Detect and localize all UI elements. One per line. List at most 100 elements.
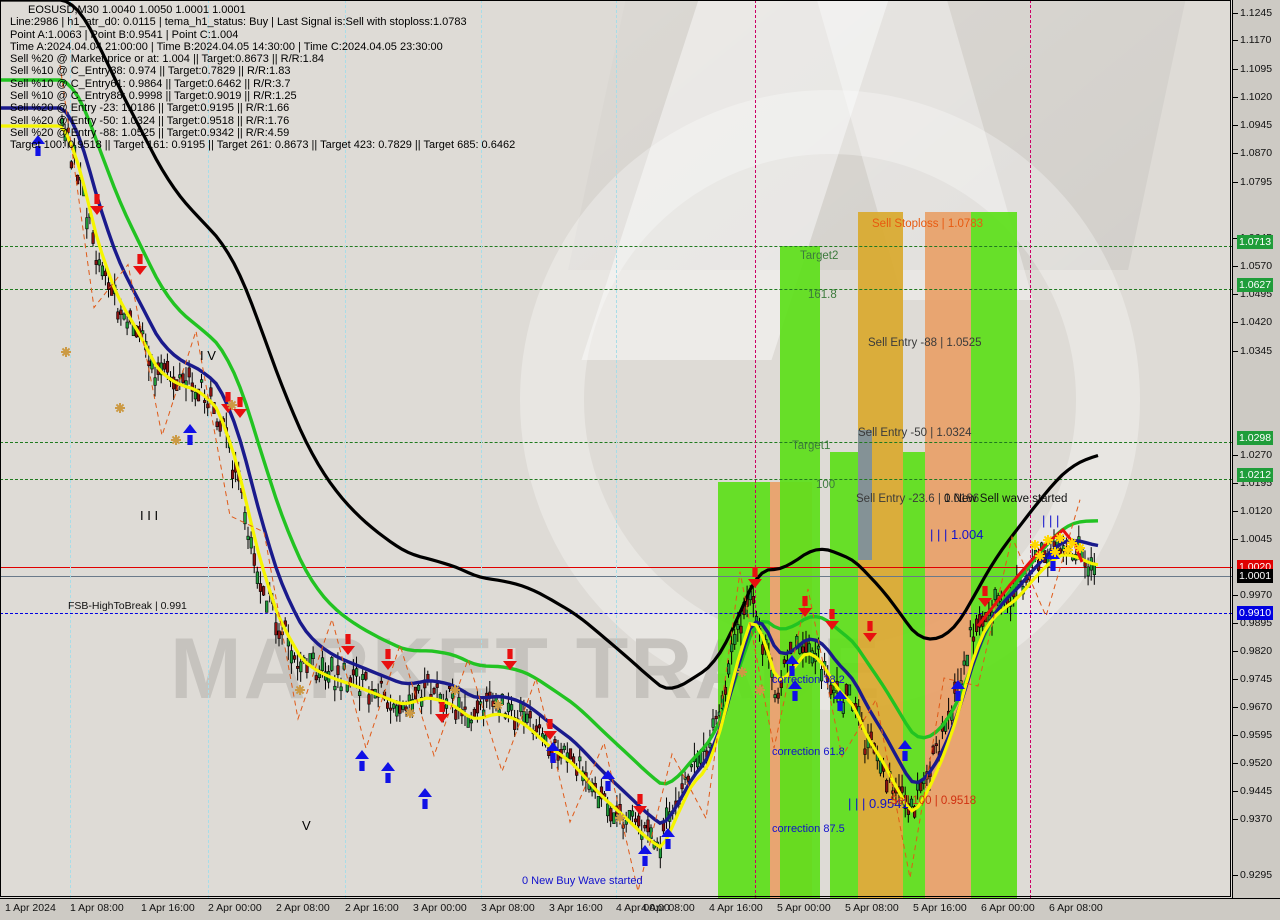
sell-entry-88-label: Sell Entry -88 | 1.0525 bbox=[868, 337, 982, 349]
time-tick-label: 2 Apr 16:00 bbox=[345, 902, 399, 914]
fractal-star-6 bbox=[450, 685, 460, 695]
price-marker-1.0627[interactable]: 1.0627 bbox=[1237, 278, 1274, 292]
info-line-6: Sell %10 @ C_Entry88: 0.9998 || Target:0… bbox=[10, 90, 297, 103]
fractal-star-1 bbox=[115, 403, 125, 413]
sell-stoploss-label: Sell Stoploss | 1.0783 bbox=[872, 218, 984, 230]
signal-star-6 bbox=[1063, 545, 1073, 555]
sell-arrow-11 bbox=[798, 596, 812, 617]
price-marker-0.9910[interactable]: 0.9910 bbox=[1237, 606, 1274, 620]
fib-100-label: 100 bbox=[816, 479, 836, 491]
price-tick: 1.1170 bbox=[1233, 34, 1271, 46]
price-tick-label: 0.9295 bbox=[1240, 869, 1273, 881]
time-tick-label: 4 Apr 08:00 bbox=[641, 902, 695, 914]
wave-iv-label: I V bbox=[200, 348, 216, 363]
time-tick-label: 1 Apr 16:00 bbox=[141, 902, 195, 914]
time-axis[interactable]: 1 Apr 2024 1 Apr 08:00 1 Apr 16:00 2 Apr 00… bbox=[0, 898, 1280, 920]
info-line-3: Sell %20 @ Market price or at: 1.004 || … bbox=[10, 53, 325, 66]
buy-arrow-0 bbox=[183, 424, 197, 445]
buy-arrow-12 bbox=[898, 740, 912, 761]
price-tick: 0.9820 bbox=[1233, 645, 1272, 657]
price-tick-label: 1.0570 bbox=[1240, 260, 1273, 272]
sell-arrow-8 bbox=[543, 719, 557, 740]
target1-label: Target1 bbox=[792, 440, 831, 452]
price-tick-label: 0.9445 bbox=[1240, 785, 1273, 797]
info-line-8: Sell %20 @ Entry -50: 1.0324 || Target:0… bbox=[10, 114, 290, 127]
correction-875-label: correction 87.5 bbox=[772, 823, 845, 835]
fib-1618-label: 161.8 bbox=[808, 289, 837, 301]
candlestick-canvas bbox=[0, 0, 1099, 892]
correction-618-label: correction 61.8 bbox=[772, 746, 845, 758]
info-line-4: Sell %10 @ C_Entry38: 0.974 || Target:0.… bbox=[10, 65, 291, 78]
buy-arrow-9 bbox=[785, 655, 799, 676]
price-tick: 1.0120 bbox=[1233, 505, 1272, 517]
sell-arrow-12 bbox=[825, 609, 839, 630]
chart-info-header: EOSUSD,M30 1.0040 1.0050 1.0001 1.0001 L… bbox=[10, 4, 515, 152]
price-marker-1.0713[interactable]: 1.0713 bbox=[1237, 235, 1274, 249]
price-marker-1.0001[interactable]: 1.0001 bbox=[1237, 569, 1274, 583]
day-separator-2 bbox=[208, 0, 209, 898]
price-tick: 0.9295 bbox=[1233, 869, 1272, 881]
time-tick-label: 3 Apr 08:00 bbox=[481, 902, 535, 914]
new-buy-wave-label: 0 New Buy Wave started bbox=[522, 875, 643, 887]
wave-vline-2 bbox=[1030, 0, 1031, 898]
price-tick-label: 0.9370 bbox=[1240, 813, 1273, 825]
price-tick: 0.9670 bbox=[1233, 701, 1272, 713]
price-axis[interactable]: 1.1245 1.1170 1.1095 1.1020 1.0945 1.0870 1.07… bbox=[1232, 0, 1280, 898]
fractal-star-5 bbox=[405, 708, 415, 718]
signal-star-4 bbox=[1035, 551, 1045, 561]
fractal-star-8 bbox=[615, 813, 625, 823]
chart-plot-area[interactable]: MARKET TRADE Sell Stoploss | 1.0783 Targe… bbox=[0, 0, 1232, 898]
info-line-7: Sell %20 @ Entry -23: 1.0186 || Target:0… bbox=[10, 102, 290, 115]
sell-entry-50-label: Sell Entry -50 | 1.0324 bbox=[858, 427, 972, 439]
price-tick: 1.1245 bbox=[1233, 7, 1272, 19]
price-tick: 1.0795 bbox=[1233, 176, 1272, 188]
price-tick-label: 1.0945 bbox=[1240, 119, 1273, 131]
fractal-star-9 bbox=[737, 667, 747, 677]
buy-arrow-11 bbox=[833, 690, 847, 711]
price-tick: 1.0045 bbox=[1233, 533, 1272, 545]
buy-arrow-4 bbox=[418, 788, 432, 809]
buy-arrow-3 bbox=[381, 762, 395, 783]
time-tick-label: 2 Apr 08:00 bbox=[276, 902, 330, 914]
fractal-star-0 bbox=[61, 347, 71, 357]
price-tick-label: 1.0120 bbox=[1240, 505, 1273, 517]
price-tick-label: 0.9895 bbox=[1240, 617, 1273, 629]
wave-vline-1 bbox=[755, 0, 756, 898]
price-marker-1.0212[interactable]: 1.0212 bbox=[1237, 468, 1274, 482]
signal-star-3 bbox=[1067, 538, 1077, 548]
sell-entry-236-label: Sell Entry -23.6 | 1.0186 bbox=[856, 493, 980, 505]
time-tick-label: 1 Apr 08:00 bbox=[70, 902, 124, 914]
price-tick-label: 1.1170 bbox=[1240, 34, 1272, 46]
sell-arrow-3 bbox=[233, 397, 247, 418]
info-line-10: Target 100: 0.9518 || Target 161: 0.9195… bbox=[10, 139, 516, 152]
price-tick: 1.0270 bbox=[1233, 449, 1272, 461]
price-tick-label: 1.0270 bbox=[1240, 449, 1273, 461]
ma-black-line bbox=[0, 0, 1099, 690]
price-marker-1.0298[interactable]: 1.0298 bbox=[1237, 431, 1274, 445]
price-tick-label: 1.1020 bbox=[1240, 91, 1273, 103]
price-tick-label: 1.0345 bbox=[1240, 345, 1273, 357]
buy-arrow-6 bbox=[601, 770, 615, 791]
fractal-zigzag-line bbox=[59, 64, 1081, 892]
price-tick: 1.0570 bbox=[1233, 260, 1272, 272]
price-tick-label: 1.0420 bbox=[1240, 316, 1273, 328]
price-tick-label: 0.9820 bbox=[1240, 645, 1273, 657]
sell-arrow-5 bbox=[381, 649, 395, 670]
price-tick: 0.9745 bbox=[1233, 673, 1272, 685]
price-tick-label: 1.1245 bbox=[1240, 7, 1273, 19]
price-tick: 1.0945 bbox=[1233, 119, 1272, 131]
price-tick-label: 0.9745 bbox=[1240, 673, 1273, 685]
buy-arrow-7 bbox=[638, 845, 652, 866]
buy-arrow-8 bbox=[661, 828, 675, 849]
sell-arrow-7 bbox=[503, 649, 517, 670]
signal-star-1 bbox=[1043, 535, 1053, 545]
sell-arrow-4 bbox=[341, 634, 355, 655]
time-tick-label: 3 Apr 16:00 bbox=[549, 902, 603, 914]
info-line-1: Point A:1.0063 | Point B:0.9541 | Point … bbox=[10, 28, 239, 41]
buy-arrow-5 bbox=[546, 742, 560, 763]
sell-100-label: Sell 100 | 0.9518 bbox=[890, 795, 977, 807]
wave-marker-09541: | | | 0.9541 bbox=[848, 796, 909, 811]
price-tick: 1.0345 bbox=[1233, 345, 1272, 357]
day-separator-3 bbox=[345, 0, 346, 898]
